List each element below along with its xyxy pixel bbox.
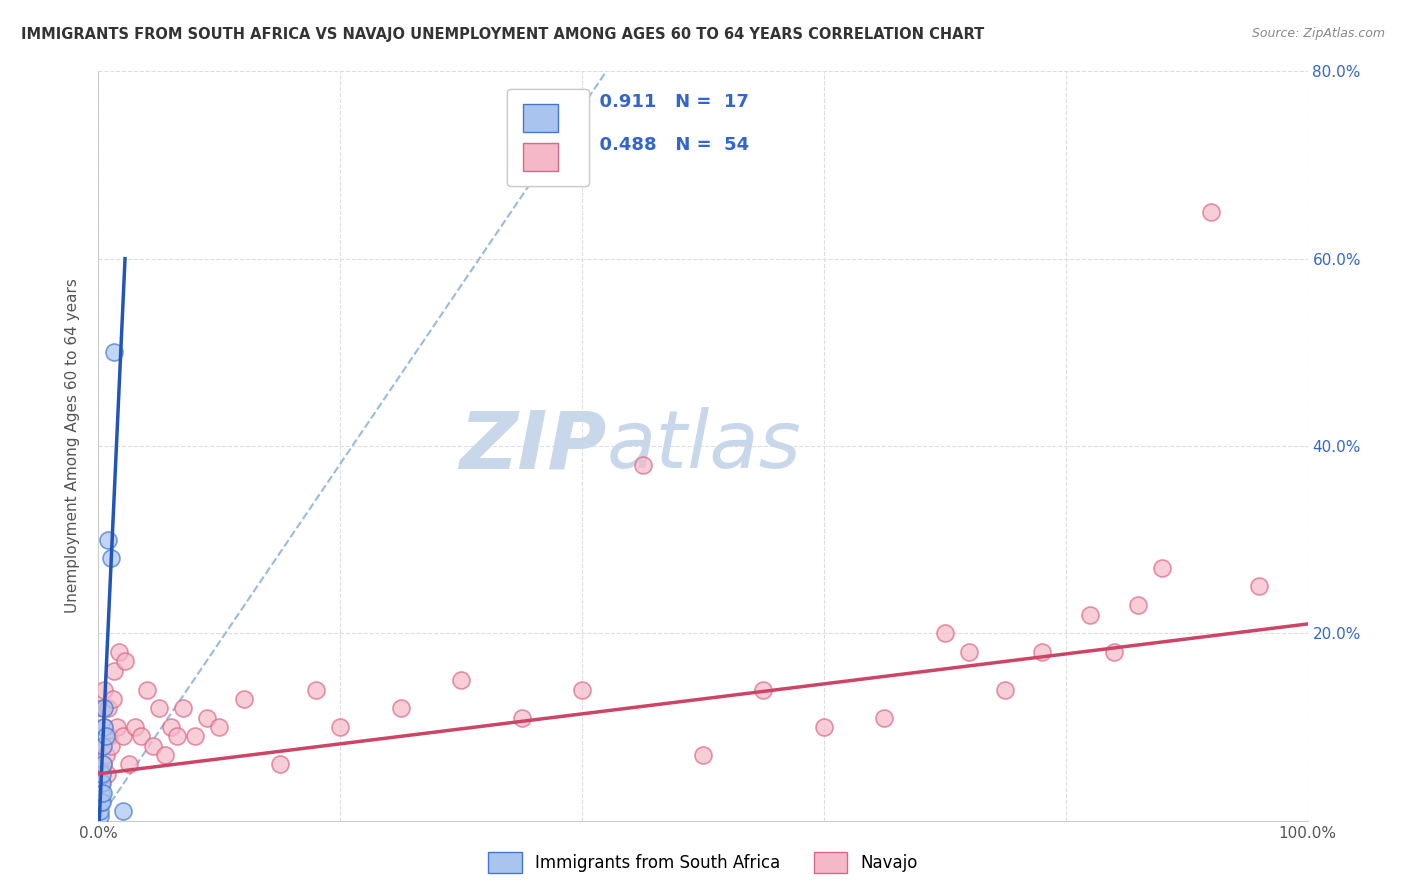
Point (97, 533, 120, 547)
Point (90, 786, 112, 800)
Text: atlas: atlas (606, 407, 801, 485)
Point (510, 710, 533, 724)
Point (1199, 205, 1222, 219)
Point (91, 701, 114, 715)
Point (631, 458, 654, 472)
Point (89, 805, 111, 819)
Point (1078, 607, 1101, 622)
Legend: Immigrants from South Africa, Navajo: Immigrants from South Africa, Navajo (482, 846, 924, 880)
Point (389, 701, 412, 715)
Point (184, 730, 207, 744)
Point (89, 809, 111, 823)
Point (91, 776, 114, 790)
Text: Source: ZipAtlas.com: Source: ZipAtlas.com (1251, 27, 1385, 40)
Point (103, 664, 125, 678)
Point (105, 720, 128, 734)
Point (934, 626, 956, 640)
Point (91, 757, 114, 772)
Point (114, 655, 136, 669)
Point (108, 645, 131, 659)
Text: R =  0.488   N =  54: R = 0.488 N = 54 (551, 136, 749, 154)
Point (129, 730, 152, 744)
Text: R =  0.911   N =  17: R = 0.911 N = 17 (551, 94, 749, 112)
Text: IMMIGRANTS FROM SOUTH AFRICA VS NAVAJO UNEMPLOYMENT AMONG AGES 60 TO 64 YEARS CO: IMMIGRANTS FROM SOUTH AFRICA VS NAVAJO U… (21, 27, 984, 42)
Point (329, 720, 352, 734)
Point (232, 692, 254, 706)
Point (1249, 580, 1271, 594)
Point (118, 757, 141, 772)
Point (994, 682, 1017, 697)
Point (160, 720, 183, 734)
Point (195, 710, 218, 724)
Point (124, 720, 146, 734)
Point (450, 673, 472, 688)
Point (91, 739, 114, 753)
Point (96, 767, 118, 781)
Point (91, 795, 114, 809)
Point (1128, 599, 1150, 613)
Point (94, 730, 117, 744)
Point (957, 645, 980, 659)
Point (1152, 561, 1174, 575)
Point (111, 805, 134, 819)
Point (91, 786, 114, 800)
Point (93, 682, 115, 697)
Point (208, 720, 231, 734)
Point (153, 747, 176, 762)
Point (269, 757, 291, 772)
Point (101, 692, 124, 706)
Y-axis label: Unemployment Among Ages 60 to 64 years: Unemployment Among Ages 60 to 64 years (65, 278, 80, 614)
Point (103, 345, 125, 359)
Point (873, 710, 896, 724)
Text: ZIP: ZIP (458, 407, 606, 485)
Point (93, 720, 115, 734)
Point (166, 730, 188, 744)
Point (93, 720, 115, 734)
Point (1102, 645, 1125, 659)
Legend: , : , (508, 88, 589, 186)
Point (813, 720, 835, 734)
Point (91, 757, 114, 772)
Point (752, 682, 775, 697)
Point (692, 747, 714, 762)
Point (94, 747, 117, 762)
Point (90, 795, 112, 809)
Point (571, 682, 593, 697)
Point (142, 739, 165, 753)
Point (97, 701, 120, 715)
Point (1031, 645, 1053, 659)
Point (135, 682, 157, 697)
Point (91, 739, 114, 753)
Point (98, 730, 121, 744)
Point (100, 551, 122, 566)
Point (93, 701, 115, 715)
Point (172, 701, 194, 715)
Point (100, 739, 122, 753)
Point (90, 776, 112, 790)
Point (111, 730, 134, 744)
Point (305, 682, 328, 697)
Point (91, 767, 114, 781)
Point (89, 767, 111, 781)
Point (148, 701, 170, 715)
